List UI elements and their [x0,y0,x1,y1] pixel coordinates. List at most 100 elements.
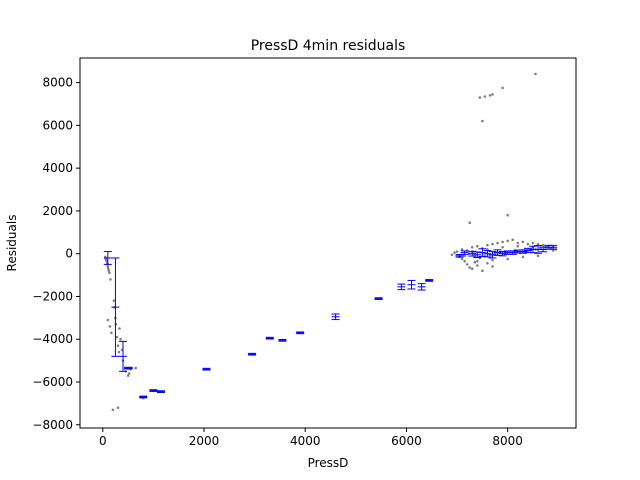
errorbar [248,352,257,356]
scatter-point [111,408,115,412]
scatter-point [460,257,464,261]
errorbar [549,244,558,250]
scatter-point [112,299,116,303]
chart-title: PressD 4min residuals [251,38,406,54]
scatter-point [117,350,121,354]
errorbar [119,340,128,372]
x-tick-label: 0 [99,434,107,448]
errorbar [417,283,426,291]
scatter-point [115,335,119,339]
scatter-point [106,265,110,268]
scatter-point [470,267,474,271]
scatter-point [463,254,467,258]
scatter-point [516,244,520,248]
errorbar [455,254,464,258]
x-tick-label: 4000 [290,434,321,448]
errorbar [468,250,477,257]
scatter-point [478,96,482,99]
scatter-point [491,265,494,268]
errorbar [460,250,469,255]
scatter-point [119,337,122,341]
scatter-point [491,93,494,96]
y-tick-label: 2000 [42,204,73,218]
scatter-point [468,221,472,224]
scatter-point [468,266,472,269]
y-tick-label: −4000 [32,332,73,346]
errorbar [202,367,211,371]
x-tick-label: 6000 [391,434,422,448]
y-tick-label: 0 [65,247,73,261]
scatter-point [107,269,111,273]
scatter-point [481,269,484,273]
scatter-point [108,271,111,275]
errorbar [278,338,287,342]
scatter-point [108,325,112,328]
scatter-point [516,241,520,245]
errorbar [534,245,543,254]
scatter-point [501,246,504,249]
errorbar [518,249,527,254]
errorbar [111,257,120,357]
scatter-point [450,253,454,257]
scatter-point [536,254,540,258]
errorbar [103,251,112,265]
y-axis-label: Residuals [5,215,19,272]
scatter-point [134,366,137,370]
scatter-point [486,262,489,265]
scatter-point [455,250,459,253]
scatter-point [481,119,484,123]
scatter-point [506,239,510,243]
errorbar [397,283,406,291]
scatter-point [473,260,477,264]
scatter-point [127,372,131,375]
errorbar [425,279,434,282]
errorbar [407,279,416,290]
y-tick-label: −2000 [32,289,73,303]
scatter-point [476,244,479,248]
scatter-point [126,374,130,377]
scatter-point [118,327,121,330]
scatter-point [501,240,504,244]
errorbar [478,248,487,257]
scatter-point [526,242,530,246]
y-tick-label: −6000 [32,375,73,389]
scatter-point [483,95,487,98]
scatter-point [116,344,120,348]
scatter-point [460,248,464,251]
scatter-point [488,94,492,97]
scatter-point [116,406,120,410]
errorbar [156,390,165,393]
errorbar [139,395,148,399]
x-tick-label: 8000 [492,434,523,448]
y-tick-label: 8000 [42,76,73,90]
errorbar [296,331,305,335]
errorbar [523,247,532,254]
scatter-point [536,242,540,246]
scatter-point [465,263,469,266]
scatter-point [470,246,474,249]
scatter-point [534,72,537,76]
y-tick-label: 6000 [42,118,73,132]
scatter-point [463,259,467,263]
scatter-point [501,86,504,90]
errorbar [488,251,497,259]
errorbar [124,366,133,370]
errorbar [331,313,340,321]
errorbar [149,389,158,392]
scatter-point [491,258,494,262]
errorbar [483,249,492,258]
scatter-point [106,318,110,322]
scatter-point [531,241,535,245]
scatter-point [486,243,489,247]
scatter-point [511,238,514,242]
errorbar [473,251,482,259]
scatter-point [506,213,510,217]
scatter-point [521,240,525,244]
scatter-point [110,331,113,335]
scatter-point [109,278,112,281]
scatter-point [506,257,510,261]
x-tick-label: 2000 [189,434,220,448]
plot-area [103,72,558,412]
